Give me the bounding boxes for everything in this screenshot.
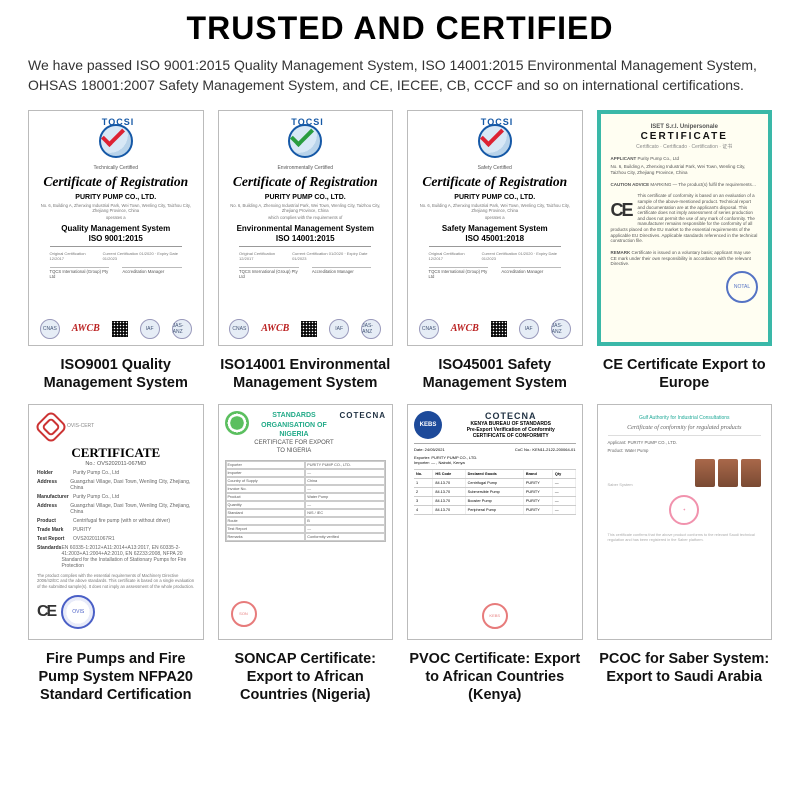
ovis-logo-icon — [34, 410, 68, 444]
tqcsi-logo-icon: TQCSI — [473, 119, 517, 163]
cotecna-logo-icon: COTECNA — [339, 411, 386, 420]
product-thumb-icon — [695, 459, 715, 487]
ce-mark-icon: CE — [611, 199, 632, 222]
accreditation-badges: CNAS AWCB IAF JAS-ANZ — [40, 319, 192, 339]
tqcsi-logo-icon: TQCSI — [94, 119, 138, 163]
stamp-icon: NOTAL — [726, 271, 758, 303]
page-description: We have passed ISO 9001:2015 Quality Man… — [28, 55, 772, 96]
stamp-icon: SON — [231, 601, 257, 627]
tqcsi-logo-icon: TQCSI — [283, 119, 327, 163]
cert-caption: CE Certificate Export to Europe — [597, 356, 773, 392]
cert-card: STANDARDS ORGANISATION OF NIGERIACERTIFI… — [218, 404, 394, 640]
cert-nfpa20: OVIS-CERT CERTIFICATE No.: OVS202011-067… — [28, 404, 204, 704]
soncap-table: ExporterPURITY PUMP CO., LTD. Importer— … — [225, 460, 387, 542]
stamp-icon: ✦ — [669, 495, 699, 525]
cotecna-logo-icon: COTECNA — [446, 411, 576, 421]
cert-caption: Fire Pumps and Fire Pump System NFPA20 S… — [28, 650, 204, 704]
cert-caption: ISO14001 Environmental Management System — [218, 356, 394, 392]
cert-card: TQCSI Environmentally Certified Certific… — [218, 110, 394, 346]
cert-card: KEBS COTECNA KENYA BUREAU OF STANDARDS P… — [407, 404, 583, 640]
jasanz-icon: JAS-ANZ — [172, 319, 192, 339]
cert-card: ISET S.r.l. Unipersonale CERTIFICATE Cer… — [597, 110, 773, 346]
cert-pvoc: KEBS COTECNA KENYA BUREAU OF STANDARDS P… — [407, 404, 583, 704]
cert-caption: PCOC for Saber System: Export to Saudi A… — [597, 650, 773, 686]
stamp-icon: OVIS — [61, 595, 95, 629]
cert-caption: PVOC Certificate: Export to African Coun… — [407, 650, 583, 704]
page-title: TRUSTED AND CERTIFIED — [28, 10, 772, 47]
pvoc-table: No.HS CodeDeclared GoodsBrandQty 184.13.… — [414, 469, 576, 515]
cert-card: TQCSI Technically Certified Certificate … — [28, 110, 204, 346]
cert-caption: ISO9001 Quality Management System — [28, 356, 204, 392]
cert-grid: TQCSI Technically Certified Certificate … — [28, 110, 772, 705]
cert-card: Gulf Authority for Industrial Consultati… — [597, 404, 773, 640]
cert-heading: Certificate of Registration — [43, 174, 188, 190]
cert-pcoc: Gulf Authority for Industrial Consultati… — [597, 404, 773, 704]
iaf-icon: IAF — [140, 319, 160, 339]
cert-soncap: STANDARDS ORGANISATION OF NIGERIACERTIFI… — [218, 404, 394, 704]
cert-card: OVIS-CERT CERTIFICATE No.: OVS202011-067… — [28, 404, 204, 640]
cert-caption: SONCAP Certificate: Export to African Co… — [218, 650, 394, 704]
page: TRUSTED AND CERTIFIED We have passed ISO… — [0, 0, 800, 724]
cert-iso45001: TQCSI Safety Certified Certificate of Re… — [407, 110, 583, 392]
cert-iso14001: TQCSI Environmentally Certified Certific… — [218, 110, 394, 392]
qr-icon — [112, 321, 128, 337]
son-logo-icon — [225, 411, 249, 435]
kebs-logo-icon: KEBS — [414, 411, 442, 439]
stamp-icon: KEBS — [482, 603, 508, 629]
cert-iso9001: TQCSI Technically Certified Certificate … — [28, 110, 204, 392]
ce-mark-icon: CE — [37, 603, 55, 621]
cert-card: TQCSI Safety Certified Certificate of Re… — [407, 110, 583, 346]
cert-ce: ISET S.r.l. Unipersonale CERTIFICATE Cer… — [597, 110, 773, 392]
awcb-icon: AWCB — [72, 323, 100, 334]
cert-caption: ISO45001 Safety Management System — [407, 356, 583, 392]
cnas-icon: CNAS — [40, 319, 60, 339]
